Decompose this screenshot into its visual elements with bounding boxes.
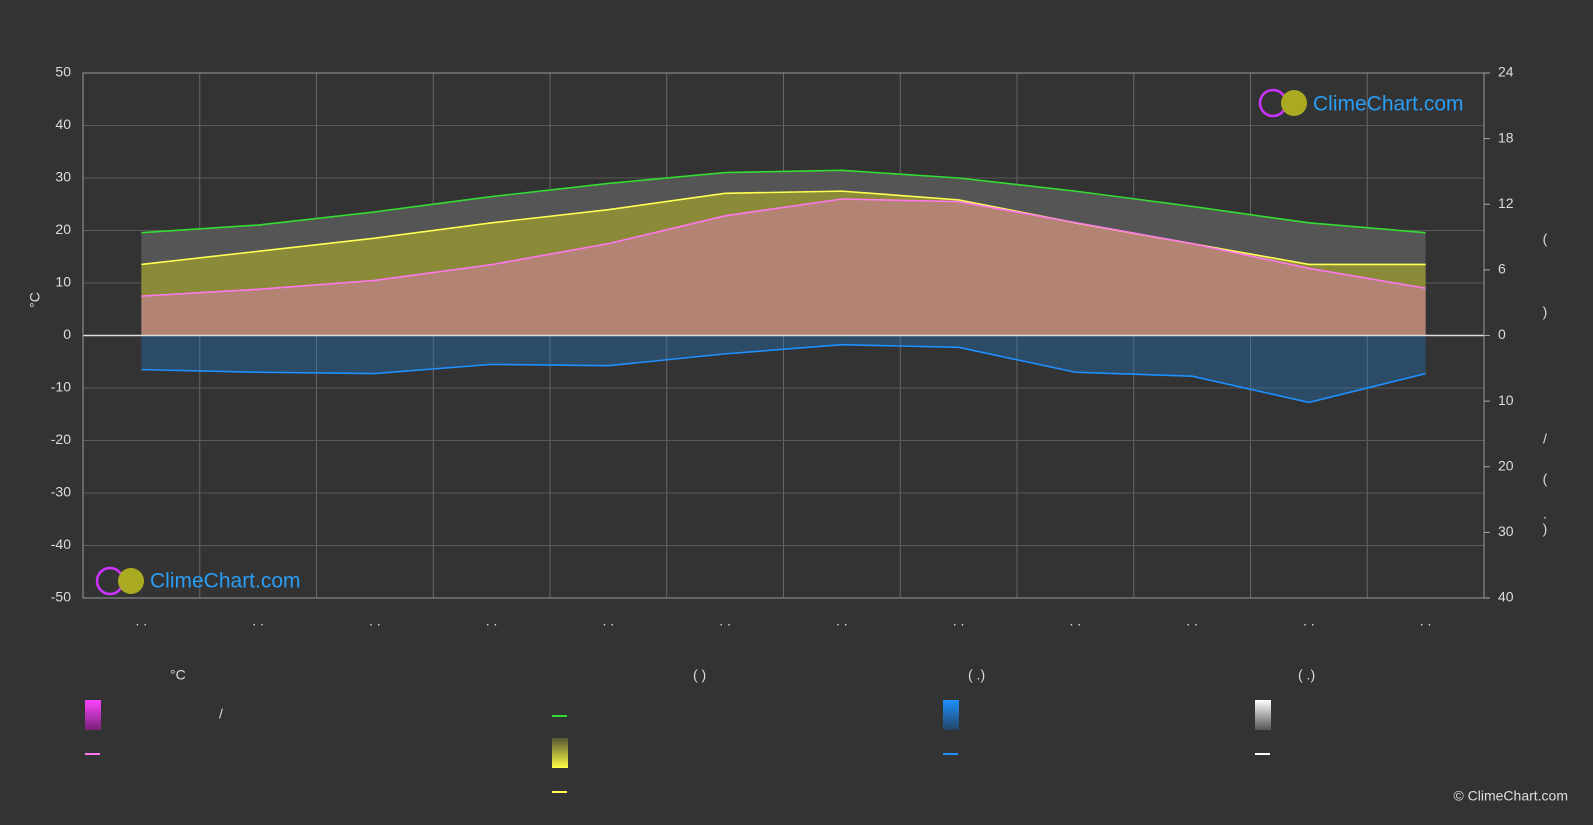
y-tick-label: -20 <box>51 431 71 447</box>
y2-tick-label: 6 <box>1498 261 1506 277</box>
legend-swatch <box>1255 700 1271 730</box>
x-tick-label: . . <box>1186 613 1198 629</box>
y2-axis-label: ) <box>1543 521 1548 537</box>
copyright: © ClimeChart.com <box>1453 788 1568 804</box>
y2-tick-label: 24 <box>1498 64 1514 80</box>
series-area <box>141 199 1426 336</box>
y-tick-label: 10 <box>55 274 71 290</box>
y2-axis-label: ) <box>1543 304 1548 320</box>
y-tick-label: 0 <box>63 326 71 342</box>
legend-header: °C <box>170 667 186 683</box>
x-tick-label: . . <box>1303 613 1315 629</box>
y-tick-label: 40 <box>55 116 71 132</box>
y-tick-label: -30 <box>51 484 71 500</box>
x-tick-label: . . <box>719 613 731 629</box>
y2-tick-label: 0 <box>1498 326 1506 342</box>
y2-axis-label: ( <box>1543 471 1548 487</box>
logo: ClimeChart.com <box>1313 93 1464 116</box>
y2-axis-label: ( <box>1543 231 1548 247</box>
x-tick-label: . . <box>836 613 848 629</box>
plot-area <box>82 72 1485 599</box>
legend-swatch <box>943 700 959 730</box>
series-line <box>141 169 1426 234</box>
y3-tick-label: 40 <box>1498 589 1514 605</box>
x-tick-label: . . <box>369 613 381 629</box>
y-tick-label: -10 <box>51 379 71 395</box>
y-tick-label: 30 <box>55 169 71 185</box>
y-tick-label: -50 <box>51 589 71 605</box>
legend-header: ( .) <box>968 667 985 683</box>
y-tick-label: -40 <box>51 536 71 552</box>
x-tick-label: . . <box>252 613 264 629</box>
x-tick-label: . . <box>603 613 615 629</box>
y-tick-label: 20 <box>55 221 71 237</box>
x-tick-label: . . <box>1420 613 1432 629</box>
y2-axis-label: / <box>1543 431 1547 447</box>
logo-icon <box>118 568 144 594</box>
y3-tick-label: 20 <box>1498 457 1514 473</box>
y2-tick-label: 12 <box>1498 195 1514 211</box>
y3-tick-label: 10 <box>1498 392 1514 408</box>
logo-icon <box>1281 90 1307 116</box>
y-tick-label: 50 <box>55 64 71 80</box>
y2-axis-label: · <box>1543 509 1548 525</box>
x-tick-label: . . <box>1070 613 1082 629</box>
x-tick-label: . . <box>136 613 148 629</box>
legend-swatch <box>85 700 101 730</box>
legend-text: / <box>219 706 223 722</box>
legend-swatch <box>552 738 568 768</box>
legend-header: ( .) <box>1298 667 1315 683</box>
series-line <box>141 198 1426 297</box>
y3-tick-label: 30 <box>1498 523 1514 539</box>
x-tick-label: . . <box>953 613 965 629</box>
logo: ClimeChart.com <box>150 570 301 593</box>
legend-header: ( ) <box>693 667 706 683</box>
y-axis-label: °C <box>27 292 43 308</box>
y2-tick-label: 18 <box>1498 129 1514 145</box>
series-area <box>141 335 1426 403</box>
series-line <box>141 343 1426 404</box>
x-tick-label: . . <box>486 613 498 629</box>
